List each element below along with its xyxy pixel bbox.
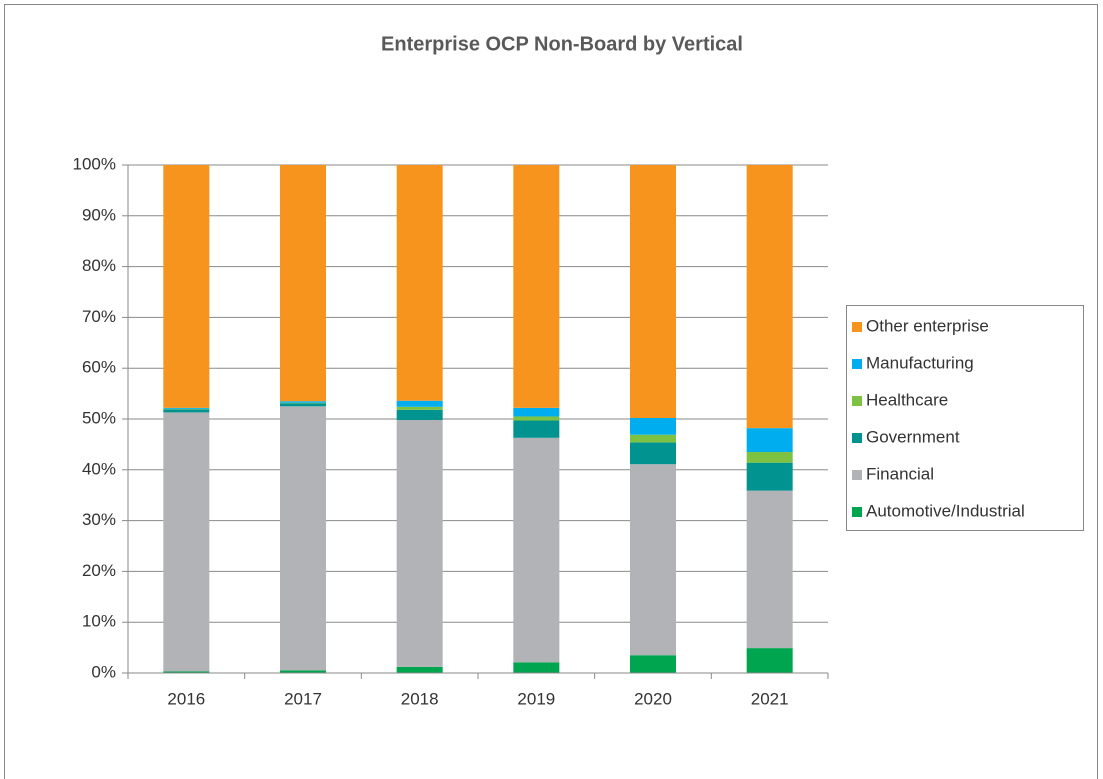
- bar-segment: [630, 655, 676, 673]
- bar-segment: [163, 408, 210, 410]
- y-tick-label: 70%: [82, 307, 116, 326]
- bar-segment: [396, 666, 443, 673]
- bar-segment: [746, 462, 793, 491]
- legend-marker: [852, 359, 862, 369]
- legend-marker: [852, 322, 862, 332]
- bar-segment: [513, 165, 560, 408]
- bar-segment: [746, 648, 793, 673]
- legend-marker: [852, 396, 862, 406]
- bar-segment: [396, 409, 443, 421]
- bar-segment: [163, 409, 210, 413]
- y-tick-label: 30%: [82, 510, 116, 529]
- legend-label: Manufacturing: [866, 353, 974, 372]
- legend-marker: [852, 433, 862, 443]
- legend-marker: [852, 470, 862, 480]
- legend-box: [846, 305, 1084, 531]
- bar-segment: [513, 662, 560, 673]
- bar-segment: [630, 464, 676, 656]
- chart-title: Enterprise OCP Non-Board by Vertical: [381, 33, 743, 55]
- bar-segment: [396, 420, 443, 667]
- bar-segment: [746, 490, 793, 649]
- x-tick-label: 2019: [517, 689, 555, 708]
- y-tick-label: 20%: [82, 561, 116, 580]
- legend-label: Financial: [866, 464, 934, 483]
- bar-segment: [630, 434, 676, 443]
- bar-segment: [630, 165, 676, 418]
- y-tick-label: 80%: [82, 256, 116, 275]
- bar-segment: [630, 417, 676, 435]
- bar-segment: [396, 400, 443, 407]
- bar-segment: [513, 420, 560, 438]
- y-tick-label: 90%: [82, 205, 116, 224]
- bar-segment: [513, 407, 560, 417]
- bar-segment: [513, 437, 560, 663]
- bar-segment: [280, 401, 326, 403]
- legend-label: Other enterprise: [866, 316, 989, 335]
- bar-segment: [746, 428, 793, 453]
- bar-segment: [746, 165, 793, 429]
- x-tick-label: 2018: [401, 689, 439, 708]
- bar-segment: [630, 442, 676, 465]
- y-tick-label: 10%: [82, 612, 116, 631]
- bar-segment: [163, 412, 210, 672]
- bar-segment: [280, 670, 326, 673]
- legend-label: Healthcare: [866, 390, 948, 409]
- bar-segment: [163, 671, 210, 673]
- x-tick-label: 2016: [167, 689, 205, 708]
- bar-segment: [746, 452, 793, 463]
- bar-segment: [163, 165, 210, 408]
- y-tick-label: 100%: [73, 154, 116, 173]
- bar-segment: [280, 402, 326, 404]
- bar-segment: [280, 403, 326, 407]
- legend-label: Automotive/Industrial: [866, 501, 1025, 520]
- x-tick-label: 2017: [284, 689, 322, 708]
- y-tick-label: 50%: [82, 408, 116, 427]
- x-tick-label: 2021: [751, 689, 789, 708]
- y-tick-label: 0%: [91, 662, 116, 681]
- bar-segment: [280, 406, 326, 671]
- bar-segment: [513, 416, 560, 421]
- bar-segment: [280, 165, 326, 402]
- y-tick-label: 60%: [82, 358, 116, 377]
- y-tick-label: 40%: [82, 459, 116, 478]
- bar-segment: [396, 406, 443, 410]
- bar-segment: [163, 407, 210, 409]
- x-tick-label: 2020: [634, 689, 672, 708]
- legend-label: Government: [866, 427, 960, 446]
- legend-marker: [852, 507, 862, 517]
- bar-segment: [396, 165, 443, 401]
